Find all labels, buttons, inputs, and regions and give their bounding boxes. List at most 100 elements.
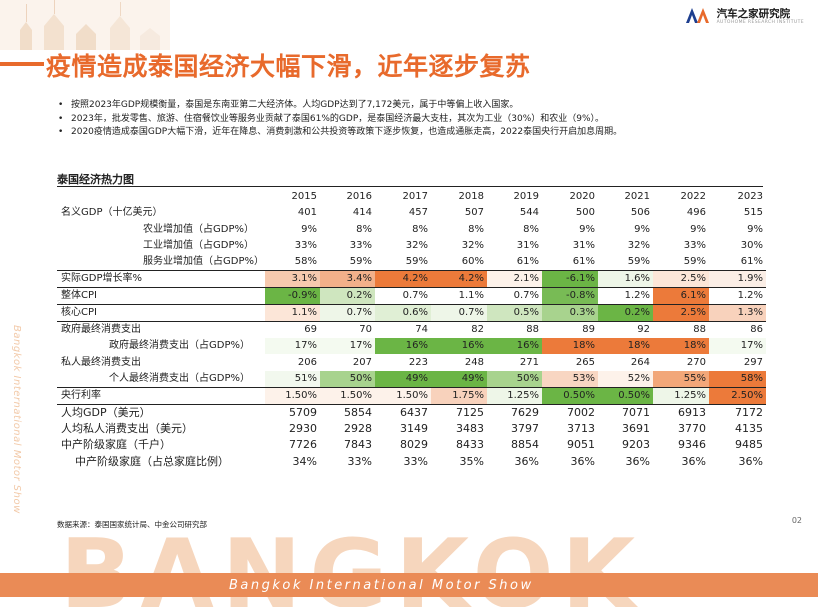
table-cell: 2928 [344, 421, 372, 435]
row-label: 核心CPI [57, 304, 265, 322]
table-cell: 0.50% [598, 386, 653, 405]
table-cell: 51% [265, 370, 320, 388]
table-cell: 33% [683, 240, 706, 252]
table-cell: 50% [487, 370, 542, 388]
bullet-list: 按照2023年GDP规模衡量，泰国是东南亚第二大经济体。人均GDP达到了7,17… [58, 99, 808, 140]
title-accent-bar [0, 62, 44, 66]
table-cell: 59% [349, 256, 372, 268]
table-cell: 0.5% [487, 304, 542, 322]
data-source: 数据来源：泰国国家统计局、中金公司研究部 [57, 520, 207, 529]
table-cell: 5854 [320, 403, 375, 421]
row-label: 服务业增加值（占GDP%） [143, 256, 264, 268]
row-label: 名义GDP（十亿美元） [61, 207, 163, 219]
table-cell: 30% [740, 240, 763, 252]
table-cell: 9485 [735, 438, 763, 452]
table-cell: 59% [405, 256, 428, 268]
table-cell: 3691 [622, 421, 650, 435]
table-cell: 7843 [344, 438, 372, 452]
table-row: 私人最终消费支出 206 207 223 248 271 265 264 270 297 [57, 354, 766, 370]
table-cell: 33% [294, 240, 317, 252]
table-cell: 1.6% [598, 270, 653, 288]
table-cell: 18% [542, 338, 598, 355]
table-cell: 52% [598, 370, 653, 388]
table-cell: 9203 [622, 438, 650, 452]
table-cell: 3.1% [265, 270, 320, 288]
table-cell: 3713 [567, 421, 595, 435]
table-cell: 31% [516, 240, 539, 252]
table-cell: 7172 [709, 403, 766, 421]
page-number: 02 [791, 516, 802, 525]
table-cell: 61% [516, 256, 539, 268]
table-cell: 9346 [678, 438, 706, 452]
table-cell: 207 [352, 356, 372, 368]
table-cell: 496 [686, 207, 706, 219]
logo-name: 汽车之家研究院 [716, 7, 791, 20]
table-cell: 2930 [289, 421, 317, 435]
year-header: 2023 [737, 191, 763, 203]
table-cell: 49% [375, 370, 431, 388]
table-cell: 53% [542, 370, 598, 388]
table-cell: 8% [468, 223, 484, 235]
table-cell: 33% [347, 454, 372, 468]
table-cell: 264 [630, 356, 650, 368]
table-cell: 271 [519, 356, 539, 368]
table-cell: 6437 [375, 403, 431, 421]
table-cell: 18% [653, 338, 709, 355]
table-cell: 59% [683, 256, 706, 268]
table-cell: 0.50% [542, 386, 598, 405]
table-cell: 1.50% [375, 386, 431, 405]
table-cell: 36% [570, 454, 595, 468]
table-cell: 50% [320, 370, 375, 388]
section-title: 泰国经济热力图 [57, 173, 134, 186]
table-cell: -6.1% [542, 270, 598, 288]
row-label: 人均私人消费支出（美元） [61, 421, 193, 435]
table-cell: 265 [575, 356, 595, 368]
table-cell: 4.2% [431, 270, 487, 288]
table-cell: 69 [265, 321, 320, 339]
table-cell: 401 [297, 207, 317, 219]
table-cell: 1.50% [320, 386, 375, 405]
side-watermark-text: Bangkok International Motor Show [11, 325, 22, 514]
row-label: 工业增加值（占GDP%） [143, 240, 254, 252]
table-cell: 88 [653, 321, 709, 339]
table-row: 人均GDP（美元） 5709 5854 6437 7125 7629 7002 7071 691… [57, 403, 766, 421]
table-cell: 89 [542, 321, 598, 339]
table-cell: 32% [461, 240, 484, 252]
table-cell: 1.25% [487, 386, 542, 405]
table-cell: 8854 [511, 438, 539, 452]
table-cell: 61% [572, 256, 595, 268]
table-cell: 61% [740, 256, 763, 268]
table-cell: 0.3% [542, 304, 598, 322]
row-label: 中产阶级家庭（千户） [61, 438, 171, 452]
heatmap-table: 2015 2016 2017 2018 2019 2020 2021 2022 2023 名义G… [57, 189, 766, 470]
table-cell: 1.3% [709, 304, 766, 322]
motor-show-text: Bangkok International Motor Show [229, 578, 534, 593]
table-row: 整体CPI -0.9% 0.2% 0.7% 1.1% 0.7% -0.8% 1.2% 6.1% 1… [57, 287, 766, 305]
table-cell: 507 [464, 207, 484, 219]
table-cell: 70 [320, 321, 375, 339]
year-header: 2020 [569, 191, 595, 203]
row-label: 实际GDP增长率% [57, 270, 265, 288]
table-cell: 8% [523, 223, 539, 235]
year-header: 2019 [513, 191, 539, 203]
table-row: 服务业增加值（占GDP%） 58% 59% 59% 60% 61% 61% 59% 59% 61% [57, 254, 766, 271]
page-title: 疫情造成泰国经济大幅下滑，近年逐步复苏 [46, 52, 531, 81]
table-cell: 1.50% [265, 386, 320, 405]
table-cell: 74 [375, 321, 431, 339]
logo-mark-icon [685, 6, 711, 28]
row-label: 个人最终消费支出（占GDP%） [109, 372, 250, 384]
table-cell: 86 [709, 321, 766, 339]
table-cell: 2.1% [487, 270, 542, 288]
row-label: 私人最终消费支出 [61, 356, 141, 368]
table-cell: 3797 [511, 421, 539, 435]
year-header: 2015 [291, 191, 317, 203]
table-cell: 1.1% [265, 304, 320, 322]
table-cell: 4135 [735, 421, 763, 435]
table-cell: 515 [743, 207, 763, 219]
table-cell: 3149 [400, 421, 428, 435]
bullet-item: 按照2023年GDP规模衡量，泰国是东南亚第二大经济体。人均GDP达到了7,17… [58, 99, 808, 113]
table-cell: 36% [681, 454, 706, 468]
year-header: 2018 [458, 191, 484, 203]
table-cell: 414 [352, 207, 372, 219]
table-cell: 60% [461, 256, 484, 268]
